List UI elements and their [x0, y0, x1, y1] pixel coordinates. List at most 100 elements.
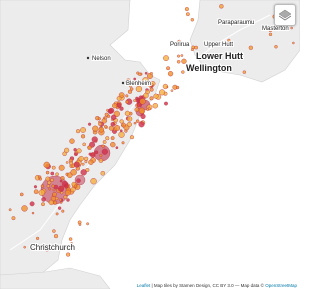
earthquake-marker[interactable] — [170, 89, 174, 92]
earthquake-marker[interactable] — [33, 185, 38, 189]
earthquake-marker[interactable] — [70, 186, 76, 193]
earthquake-marker[interactable] — [80, 127, 86, 133]
earthquake-marker[interactable] — [190, 48, 194, 52]
earthquake-marker[interactable] — [194, 45, 198, 50]
earthquake-marker[interactable] — [110, 136, 115, 140]
earthquake-marker[interactable] — [47, 180, 52, 185]
earthquake-marker[interactable] — [94, 150, 99, 155]
earthquake-marker[interactable] — [64, 189, 71, 196]
earthquake-marker[interactable] — [66, 198, 70, 202]
earthquake-marker[interactable] — [58, 164, 65, 171]
earthquake-marker[interactable] — [63, 195, 68, 200]
earthquake-marker[interactable] — [143, 92, 149, 99]
earthquake-marker[interactable] — [80, 134, 86, 139]
osm-link[interactable]: OpenStreetMap — [265, 283, 297, 288]
earthquake-marker[interactable] — [78, 155, 84, 162]
earthquake-marker[interactable] — [73, 152, 78, 157]
earthquake-marker[interactable] — [166, 66, 171, 71]
earthquake-marker[interactable] — [112, 103, 118, 109]
earthquake-marker[interactable] — [76, 178, 81, 183]
earthquake-marker[interactable] — [118, 92, 125, 98]
earthquake-marker[interactable] — [110, 141, 116, 148]
earthquake-marker[interactable] — [53, 234, 59, 239]
earthquake-marker[interactable] — [80, 169, 87, 176]
earthquake-marker[interactable] — [190, 18, 195, 22]
earthquake-marker[interactable] — [84, 156, 89, 161]
earthquake-marker[interactable] — [114, 125, 121, 131]
earthquake-marker[interactable] — [43, 161, 50, 169]
earthquake-marker[interactable] — [133, 77, 137, 81]
earthquake-marker[interactable] — [215, 68, 218, 72]
earthquake-marker[interactable] — [88, 122, 92, 126]
earthquake-marker[interactable] — [167, 71, 174, 77]
earthquake-marker[interactable] — [138, 107, 146, 114]
earthquake-marker[interactable] — [138, 72, 142, 76]
earthquake-marker[interactable] — [162, 83, 169, 90]
earthquake-marker[interactable] — [134, 107, 140, 113]
earthquake-marker[interactable] — [184, 7, 189, 12]
earthquake-marker[interactable] — [81, 162, 85, 166]
earthquake-marker[interactable] — [75, 129, 81, 134]
earthquake-marker[interactable] — [53, 200, 58, 205]
earthquake-marker[interactable] — [86, 222, 89, 226]
earthquake-marker[interactable] — [164, 101, 168, 106]
earthquake-marker[interactable] — [69, 138, 75, 144]
earthquake-marker[interactable] — [124, 129, 128, 133]
earthquake-marker[interactable] — [227, 38, 231, 42]
earthquake-marker[interactable] — [292, 41, 295, 45]
earthquake-marker[interactable] — [159, 89, 166, 96]
earthquake-marker[interactable] — [219, 4, 224, 9]
earthquake-marker[interactable] — [61, 209, 65, 213]
earthquake-marker[interactable] — [126, 116, 133, 122]
earthquake-marker[interactable] — [115, 146, 119, 150]
earthquake-marker[interactable] — [73, 161, 80, 168]
earthquake-marker[interactable] — [51, 184, 55, 188]
earthquake-marker[interactable] — [23, 245, 26, 249]
earthquake-marker[interactable] — [127, 89, 133, 94]
earthquake-marker[interactable] — [110, 121, 116, 127]
earthquake-marker[interactable] — [48, 187, 52, 191]
earthquake-marker[interactable] — [138, 121, 145, 128]
earthquake-marker[interactable] — [57, 185, 65, 192]
earthquake-marker[interactable] — [147, 107, 151, 111]
earthquake-marker[interactable] — [73, 184, 78, 188]
earthquake-marker[interactable] — [125, 94, 129, 98]
earthquake-marker[interactable] — [121, 141, 125, 145]
layer-control[interactable] — [274, 4, 296, 26]
earthquake-marker[interactable] — [121, 122, 126, 128]
earthquake-marker[interactable] — [64, 147, 70, 153]
earthquake-marker[interactable] — [116, 96, 122, 101]
earthquake-marker[interactable] — [88, 159, 94, 165]
earthquake-marker[interactable] — [46, 184, 51, 188]
earthquake-marker[interactable] — [50, 171, 55, 176]
earthquake-marker[interactable] — [180, 54, 184, 57]
earthquake-marker[interactable] — [38, 177, 42, 181]
earthquake-marker[interactable] — [118, 131, 125, 138]
earthquake-marker[interactable] — [105, 136, 110, 141]
earthquake-marker[interactable] — [35, 236, 40, 241]
earthquake-marker[interactable] — [153, 93, 159, 99]
earthquake-marker[interactable] — [248, 19, 253, 24]
earthquake-marker[interactable] — [101, 148, 108, 155]
earthquake-marker[interactable] — [268, 32, 273, 37]
earthquake-marker[interactable] — [99, 154, 103, 158]
earthquake-marker[interactable] — [70, 169, 77, 176]
earthquake-marker[interactable] — [181, 70, 185, 74]
earthquake-marker[interactable] — [119, 106, 124, 111]
earthquake-marker[interactable] — [177, 54, 180, 58]
earthquake-marker[interactable] — [274, 45, 278, 49]
earthquake-marker[interactable] — [87, 145, 92, 150]
earthquake-marker[interactable] — [248, 45, 253, 50]
earthquake-marker[interactable] — [21, 205, 28, 212]
earthquake-marker[interactable] — [149, 87, 154, 92]
earthquake-marker[interactable] — [41, 197, 46, 202]
earthquake-marker[interactable] — [44, 247, 49, 252]
earthquake-marker[interactable] — [102, 140, 107, 144]
earthquake-marker[interactable] — [65, 161, 69, 164]
earthquake-marker[interactable] — [119, 119, 124, 124]
earthquake-marker[interactable] — [126, 121, 132, 128]
earthquake-marker[interactable] — [57, 206, 62, 210]
earthquake-marker[interactable] — [104, 112, 109, 117]
earthquake-marker[interactable] — [29, 201, 35, 207]
earthquake-marker[interactable] — [82, 142, 86, 147]
